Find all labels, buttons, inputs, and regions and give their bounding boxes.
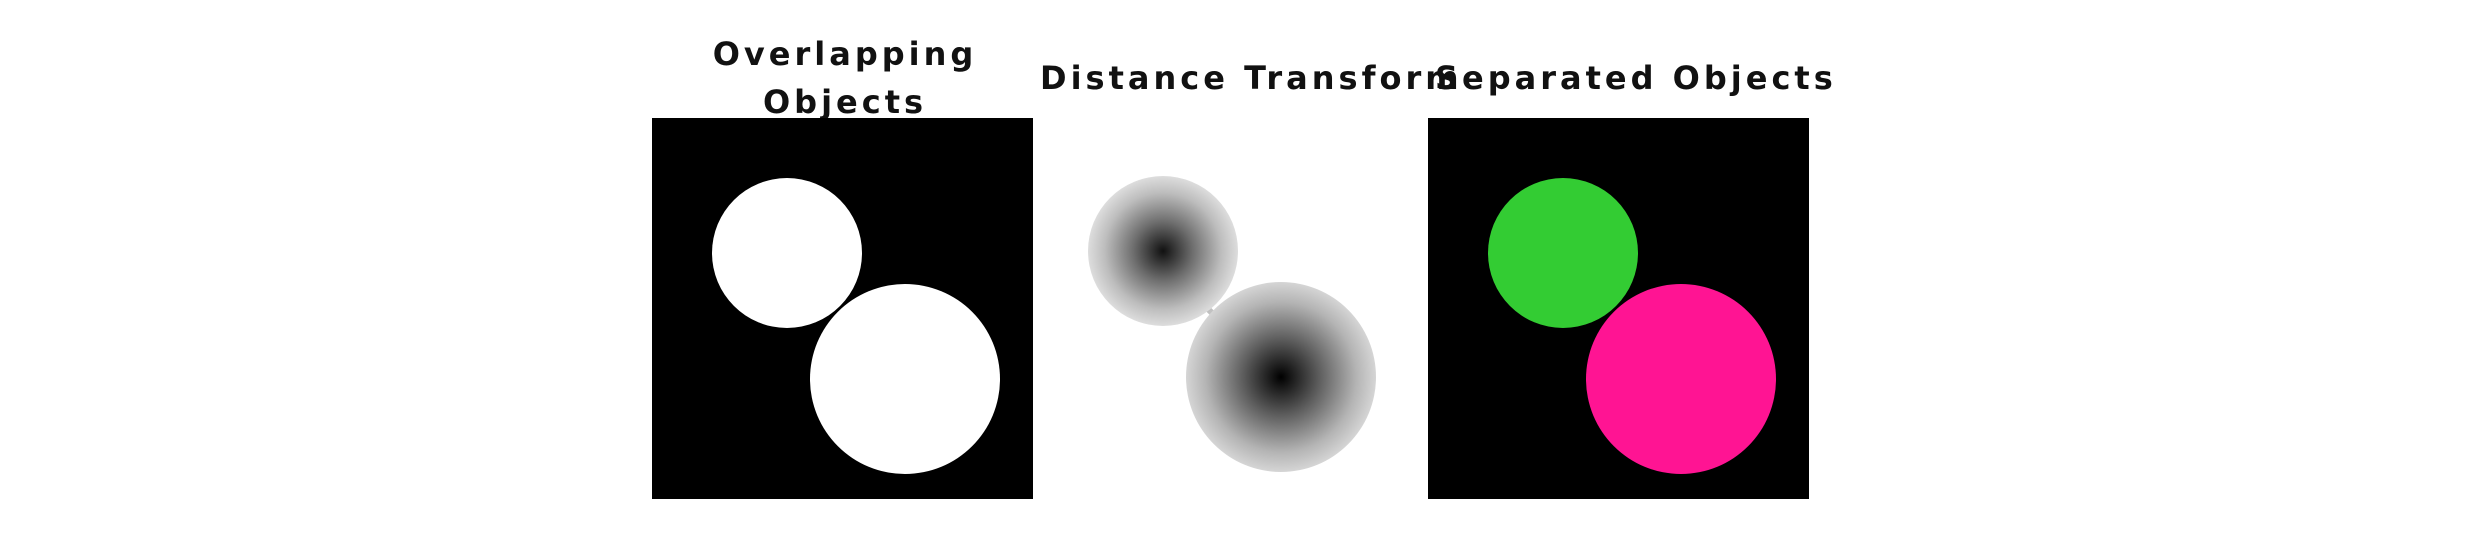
distance-blob-small — [1088, 176, 1238, 326]
object-disc-large — [810, 284, 1000, 474]
distance-transform-title: Distance Transform — [1040, 59, 1463, 97]
overlapping-objects-title: Overlapping Objects — [712, 35, 978, 121]
distance-blob-large — [1186, 282, 1376, 472]
separated-object-green — [1488, 178, 1638, 328]
separated-objects-title: Separated Objects — [1435, 59, 1837, 97]
distance-transform-panel — [1040, 118, 1421, 499]
separated-objects-panel — [1428, 118, 1809, 499]
separated-object-pink — [1586, 284, 1776, 474]
overlapping-objects-panel — [652, 118, 1033, 499]
object-disc-small — [712, 178, 862, 328]
